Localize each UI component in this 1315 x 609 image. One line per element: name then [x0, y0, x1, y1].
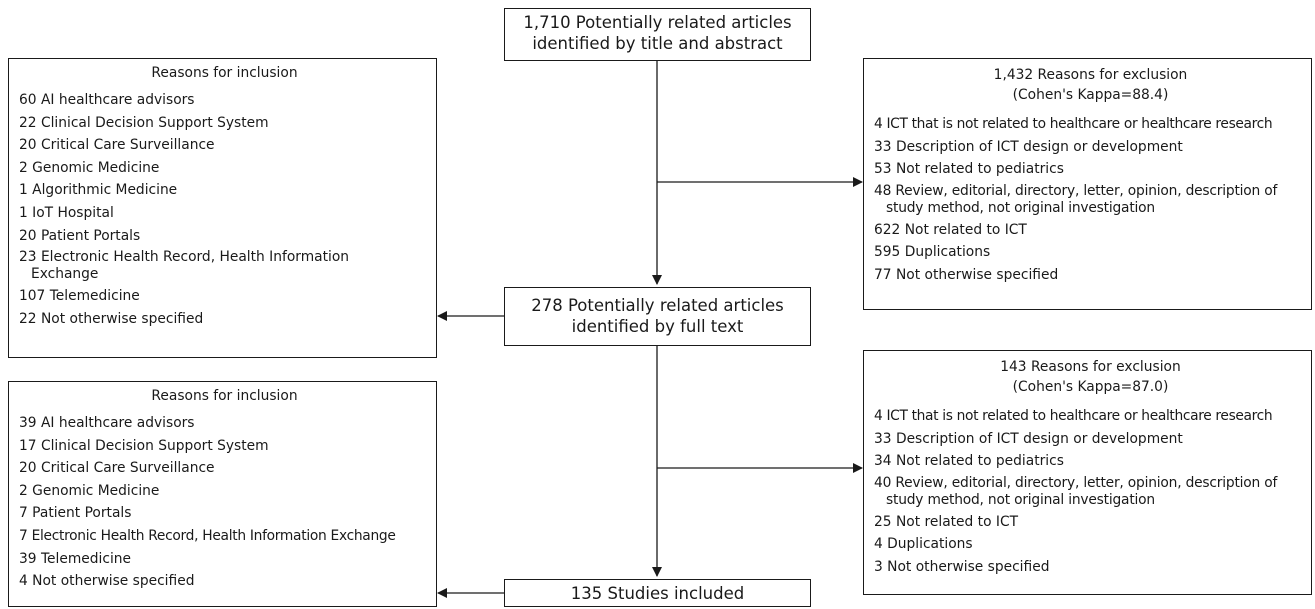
step2-line1: 278 Potentially related articles [531, 296, 784, 315]
inclusion-1-item: 23 Electronic Health Record, Health Info… [19, 249, 350, 283]
inclusion-1-title: Reasons for inclusion [151, 65, 298, 81]
inclusion-1-item: 2 Genomic Medicine [19, 159, 160, 176]
exclusion-1-title: 1,432 Reasons for exclusion [993, 67, 1188, 83]
inclusion-1-item: 60 AI healthcare advisors [19, 92, 195, 108]
exclusion-2-item: 40 Review, editorial, directory, letter,… [874, 474, 1278, 508]
inclusion-box-1: Reasons for inclusion 60 AI healthcare a… [8, 58, 437, 358]
inclusion-2-item: 2 Genomic Medicine [19, 482, 160, 499]
inclusion-2-item: 7 Electronic Health Record, Health Infor… [19, 527, 396, 544]
step3-box: 135 Studies included [504, 579, 811, 607]
inclusion-1-item: 22 Clinical Decision Support System [19, 114, 269, 131]
step1-line1: 1,710 Potentially related articles [523, 13, 792, 32]
inclusion-2-item: 39 Telemedicine [19, 550, 132, 567]
step1-line2: identified by title and abstract [532, 34, 783, 53]
exclusion-1-item: 48 Review, editorial, directory, letter,… [874, 182, 1278, 216]
exclusion-2-item: 33 Description of ICT design or developm… [874, 430, 1183, 447]
step1-box: 1,710 Potentially related articles ident… [504, 8, 811, 61]
inclusion-1-item: 1 Algorithmic Medicine [19, 182, 178, 199]
exclusion-1-item: 77 Not otherwise specified [874, 266, 1059, 283]
exclusion-2-item: 4 Duplications [874, 536, 973, 553]
exclusion-1-item: 622 Not related to ICT [874, 221, 1027, 238]
inclusion-1-item: 1 IoT Hospital [19, 204, 114, 221]
exclusion-box-2: 143 Reasons for exclusion (Cohen's Kappa… [863, 350, 1312, 595]
inclusion-2-item: 39 AI healthcare advisors [19, 415, 195, 431]
inclusion-2-title: Reasons for inclusion [151, 388, 298, 404]
inclusion-2-item: 17 Clinical Decision Support System [19, 437, 269, 454]
exclusion-2-title: 143 Reasons for exclusion [1000, 359, 1181, 375]
exclusion-2-item: 3 Not otherwise specified [874, 558, 1050, 575]
step2-box: 278 Potentially related articles identif… [504, 287, 811, 346]
exclusion-1-header: 1,432 Reasons for exclusion (Cohen's Kap… [874, 59, 1307, 113]
inclusion-box-2: Reasons for inclusion 39 AI healthcare a… [8, 381, 437, 607]
inclusion-2-item: 4 Not otherwise specified [19, 573, 195, 590]
exclusion-2-item: 25 Not related to ICT [874, 513, 1019, 530]
exclusion-1-item: 595 Duplications [874, 244, 991, 261]
inclusion-2-item: 20 Critical Care Surveillance [19, 460, 215, 477]
exclusion-1-item: 4 ICT that is not related to healthcare … [874, 116, 1273, 132]
exclusion-2-item: 34 Not related to pediatrics [874, 453, 1064, 470]
exclusion-1-item: 33 Description of ICT design or developm… [874, 138, 1183, 155]
exclusion-2-kappa: (Cohen's Kappa=87.0) [1012, 379, 1169, 395]
exclusion-1-item: 53 Not related to pediatrics [874, 161, 1064, 178]
inclusion-1-item: 22 Not otherwise specified [19, 310, 204, 327]
step3-line1: 135 Studies included [570, 584, 745, 603]
step2-line2: identified by full text [571, 317, 744, 336]
inclusion-1-item: 20 Critical Care Surveillance [19, 137, 215, 154]
exclusion-2-item: 4 ICT that is not related to healthcare … [874, 408, 1273, 424]
inclusion-2-item: 7 Patient Portals [19, 505, 132, 522]
inclusion-1-item: 107 Telemedicine [19, 288, 140, 305]
exclusion-1-kappa: (Cohen's Kappa=88.4) [1012, 87, 1169, 103]
exclusion-2-header: 143 Reasons for exclusion (Cohen's Kappa… [874, 351, 1307, 405]
inclusion-1-item: 20 Patient Portals [19, 227, 141, 244]
exclusion-box-1: 1,432 Reasons for exclusion (Cohen's Kap… [863, 58, 1312, 310]
